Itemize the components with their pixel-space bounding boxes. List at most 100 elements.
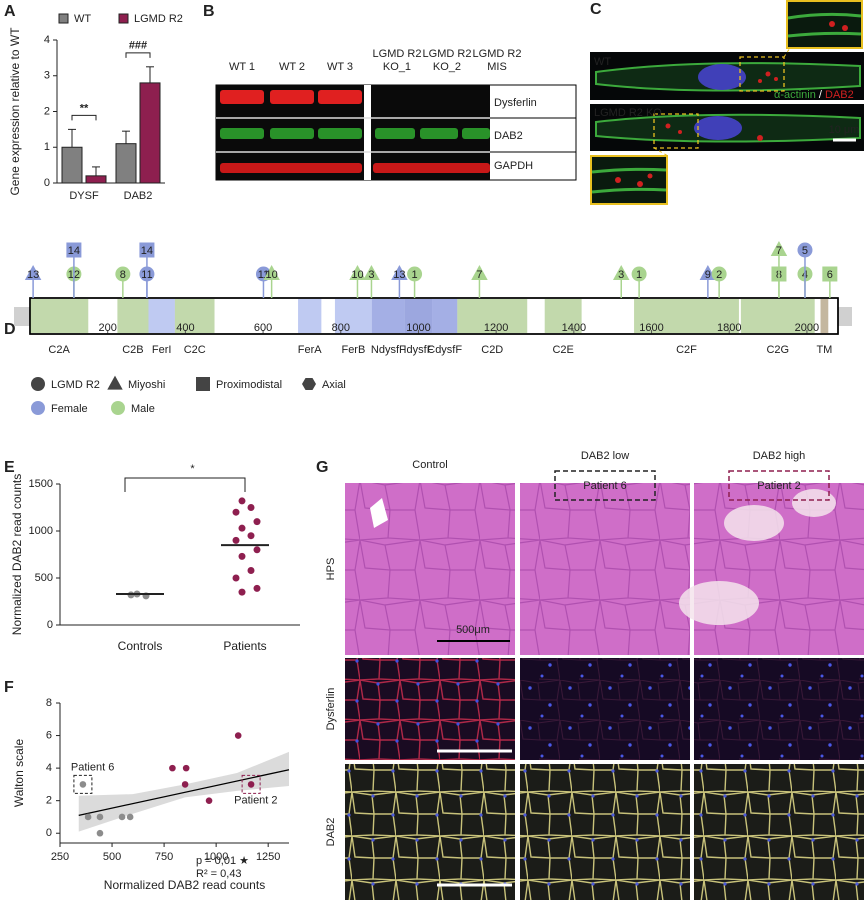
domain [30, 299, 89, 333]
x-tick-label: 1250 [256, 851, 280, 863]
variant-label: 9 [705, 269, 711, 281]
variant-marker [139, 242, 155, 258]
variant-marker [349, 265, 366, 280]
point [232, 508, 240, 516]
variant-label: 14 [141, 245, 153, 257]
point [253, 518, 261, 526]
x-tick-label: 1000 [204, 851, 228, 863]
significance-label: ** [80, 102, 89, 114]
point [247, 566, 255, 574]
stain-separator: / [816, 89, 825, 101]
y-tick-label: 1 [44, 141, 50, 153]
lane-label: LGMD R2 [423, 48, 472, 60]
domain [544, 299, 582, 333]
point [79, 781, 87, 788]
stain-name: α-actinin [774, 89, 816, 101]
panel-letter: B [203, 3, 215, 20]
domain-label: C2F [676, 344, 697, 356]
legend-swatch [111, 401, 125, 415]
scale-tick-label: 1600 [639, 322, 663, 334]
panel-letter: C [590, 1, 602, 18]
point [238, 552, 246, 560]
regression-line [78, 769, 290, 816]
row-label: DAB2 [325, 818, 337, 847]
panel-letter: G [316, 459, 328, 476]
domain-label: TM [816, 344, 832, 356]
domain [334, 299, 372, 333]
column-title: DAB2 low [581, 450, 629, 462]
variant-label: 6 [827, 269, 833, 281]
domain-label: FerB [341, 344, 365, 356]
domain [634, 299, 739, 333]
significance-bracket [125, 52, 151, 58]
variant-label: 14 [68, 245, 80, 257]
x-axis-label: Normalized DAB2 read counts [104, 878, 265, 892]
significance-label: * [190, 463, 195, 475]
scale-tick-label: 1400 [562, 322, 586, 334]
variant-label: 5 [802, 245, 808, 257]
point [205, 797, 213, 804]
scale-tick-label: 1000 [406, 322, 430, 334]
y-tick-label: 8 [46, 697, 52, 709]
histology-image [345, 764, 515, 900]
point [247, 504, 255, 511]
y-tick-label: 0 [46, 827, 52, 839]
domain [432, 299, 458, 333]
point [182, 764, 190, 772]
domain [148, 299, 175, 333]
x-tick-label: DYSF [69, 190, 99, 202]
domain-label: C2D [481, 344, 503, 356]
tissue-gap [724, 505, 784, 541]
point [118, 813, 126, 821]
domain [457, 299, 528, 333]
variant-label: 11 [258, 269, 269, 281]
variant-marker [822, 266, 838, 282]
domain-label: C2A [48, 344, 70, 356]
blot-row-label: Dysferlin [494, 97, 537, 109]
column-title: DAB2 high [753, 450, 806, 462]
histology-image [694, 483, 864, 655]
lane-label: WT 3 [327, 61, 353, 73]
legend-label: LGMD R2 [134, 13, 183, 25]
legend-label: LGMD R2 [51, 379, 100, 391]
x-tick-label: Patients [223, 639, 266, 653]
scale-tick-label: 200 [99, 322, 117, 334]
domain [820, 299, 829, 333]
significance-bracket [124, 477, 246, 492]
variant-label: 3 [618, 269, 624, 281]
histology-image [694, 658, 864, 760]
point [247, 532, 255, 540]
domain-label: CdysfF [427, 344, 462, 356]
domain [298, 299, 322, 333]
bar [115, 143, 137, 184]
variant-label: 1 [412, 269, 418, 281]
y-tick-label: 500 [35, 572, 53, 584]
panel-letter: E [4, 459, 15, 476]
legend-label: Miyoshi [128, 379, 165, 391]
scale-tick-label: 400 [176, 322, 194, 334]
protein-outline [29, 297, 839, 335]
variant-label: 7 [476, 269, 482, 281]
tissue-gap [370, 498, 388, 528]
point [253, 546, 261, 554]
y-tick-label: 4 [46, 762, 52, 774]
point [232, 574, 240, 582]
x-tick-label: 250 [51, 851, 69, 863]
x-tick-label: Controls [118, 639, 163, 653]
variant-marker [115, 266, 131, 282]
y-tick-label: 4 [44, 34, 50, 46]
domain [174, 299, 215, 333]
patient-box [554, 470, 656, 501]
legend-shape [196, 377, 210, 391]
point [126, 813, 134, 821]
y-axis-label: Walton scale [12, 739, 26, 808]
tissue-gap [679, 581, 759, 625]
lane-label: LGMD R2 [473, 48, 522, 60]
patient-label: Patient 2 [757, 480, 800, 492]
scale-label: 500μm [456, 624, 490, 636]
lane-label: LGMD R2 [373, 48, 422, 60]
row-label: HPS [325, 558, 337, 581]
point [181, 781, 189, 788]
